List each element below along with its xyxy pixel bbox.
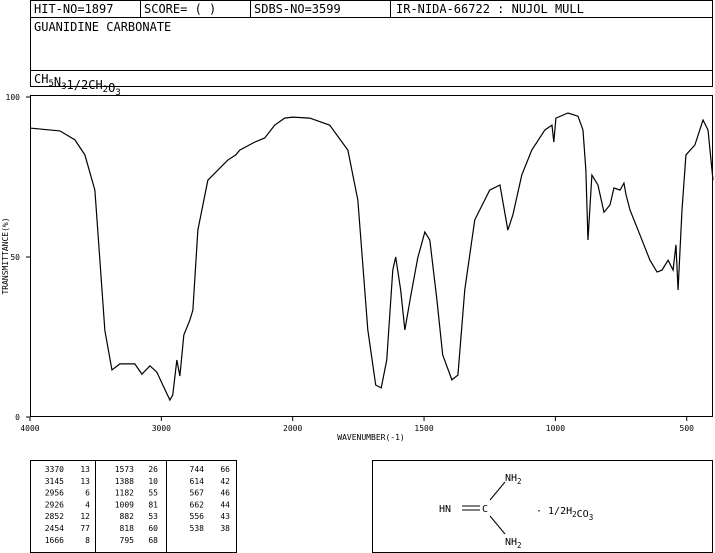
peak-transmittance: 77 bbox=[80, 524, 90, 533]
y-tick-label: 0 bbox=[15, 413, 20, 422]
peak-wavenumber: 3370 bbox=[45, 465, 64, 474]
peak-transmittance: 12 bbox=[80, 512, 90, 521]
peak-transmittance: 81 bbox=[148, 500, 158, 509]
peak-wavenumber: 2926 bbox=[45, 500, 64, 509]
peak-wavenumber: 1182 bbox=[115, 489, 134, 498]
c-label: C bbox=[482, 504, 488, 515]
y-tick-label: 100 bbox=[6, 93, 21, 102]
method: IR-NIDA-66722 : NUJOL MULL bbox=[396, 2, 584, 16]
nh2-label: NH2 bbox=[505, 537, 522, 550]
peak-wavenumber: 2956 bbox=[45, 489, 64, 498]
x-tick-label: 1500 bbox=[414, 424, 433, 433]
x-tick-label: 3000 bbox=[152, 424, 171, 433]
text-segment: 3 bbox=[115, 88, 120, 98]
peak-transmittance: 13 bbox=[80, 465, 90, 474]
text-segment: 2 bbox=[103, 85, 108, 95]
salt-label: · 1/2H2CO3 bbox=[536, 506, 593, 522]
peak-wavenumber: 818 bbox=[120, 524, 135, 533]
sdbs-no: SDBS-NO=3599 bbox=[254, 2, 341, 16]
peak-wavenumber: 2852 bbox=[45, 512, 64, 521]
x-tick-label: 2000 bbox=[283, 424, 302, 433]
peak-transmittance: 4 bbox=[85, 500, 90, 509]
peak-transmittance: 13 bbox=[80, 477, 90, 486]
text-segment: N bbox=[54, 75, 61, 89]
peak-transmittance: 42 bbox=[220, 477, 230, 486]
spectrum-line bbox=[29, 112, 714, 402]
peak-wavenumber: 3145 bbox=[45, 477, 64, 486]
peak-wavenumber: 744 bbox=[190, 465, 205, 474]
peak-transmittance: 55 bbox=[148, 489, 158, 498]
peak-transmittance: 38 bbox=[220, 524, 230, 533]
peak-wavenumber: 795 bbox=[120, 536, 135, 545]
hn-label: HN bbox=[439, 504, 451, 515]
peak-wavenumber: 1666 bbox=[45, 536, 64, 545]
text-segment: 2 bbox=[517, 477, 522, 486]
peak-transmittance: 60 bbox=[148, 524, 158, 533]
peak-transmittance: 53 bbox=[148, 512, 158, 521]
text-segment: CO bbox=[577, 509, 589, 520]
plot-frame bbox=[30, 95, 713, 417]
score: SCORE= ( ) bbox=[144, 2, 216, 16]
peak-wavenumber: 662 bbox=[190, 500, 205, 509]
peak-transmittance: 6 bbox=[85, 489, 90, 498]
x-tick-label: 4000 bbox=[20, 424, 39, 433]
peak-wavenumber: 1388 bbox=[115, 477, 134, 486]
peak-wavenumber: 614 bbox=[190, 477, 205, 486]
text-segment: 2 bbox=[572, 510, 577, 519]
text-segment: 3 bbox=[61, 82, 66, 92]
text-segment: NH bbox=[505, 537, 517, 548]
peak-transmittance: 10 bbox=[148, 477, 158, 486]
peak-transmittance: 26 bbox=[148, 465, 158, 474]
text-segment: CH bbox=[88, 78, 102, 92]
header-box bbox=[30, 0, 713, 87]
peak-wavenumber: 2454 bbox=[45, 524, 64, 533]
compound-name: GUANIDINE CARBONATE bbox=[34, 20, 171, 34]
peak-wavenumber: 882 bbox=[120, 512, 135, 521]
peak-transmittance: 44 bbox=[220, 500, 230, 509]
text-segment: 2 bbox=[517, 541, 522, 550]
text-segment: 1/2 bbox=[67, 78, 89, 92]
x-axis-label: WAVENUMBER(-1) bbox=[337, 433, 404, 442]
text-segment: HN bbox=[439, 504, 451, 515]
peak-transmittance: 8 bbox=[85, 536, 90, 545]
x-tick-label: 1000 bbox=[546, 424, 565, 433]
peak-wavenumber: 1573 bbox=[115, 465, 134, 474]
peak-transmittance: 43 bbox=[220, 512, 230, 521]
peak-transmittance: 68 bbox=[148, 536, 158, 545]
text-segment: C bbox=[482, 504, 488, 515]
text-segment: 3 bbox=[589, 513, 594, 522]
x-tick-label: 500 bbox=[680, 424, 695, 433]
hit-no: HIT-NO=1897 bbox=[34, 2, 113, 16]
peak-wavenumber: 556 bbox=[190, 512, 205, 521]
nh2-label: NH2 bbox=[505, 473, 522, 486]
peak-wavenumber: 567 bbox=[190, 489, 205, 498]
text-segment: CH bbox=[34, 72, 48, 86]
peak-wavenumber: 1009 bbox=[115, 500, 134, 509]
y-axis-label: TRANSMITTANCE(%) bbox=[1, 217, 10, 294]
y-tick-label: 50 bbox=[10, 253, 20, 262]
formula: CH5N31/2CH2O3 bbox=[34, 72, 121, 98]
peak-transmittance: 46 bbox=[220, 489, 230, 498]
bond bbox=[489, 481, 506, 501]
peak-wavenumber: 538 bbox=[190, 524, 205, 533]
text-segment: · 1/2H bbox=[536, 506, 572, 517]
text-segment: O bbox=[108, 81, 115, 95]
text-segment: NH bbox=[505, 473, 517, 484]
text-segment: 5 bbox=[48, 79, 53, 89]
peak-transmittance: 66 bbox=[220, 465, 230, 474]
bond bbox=[489, 515, 506, 535]
